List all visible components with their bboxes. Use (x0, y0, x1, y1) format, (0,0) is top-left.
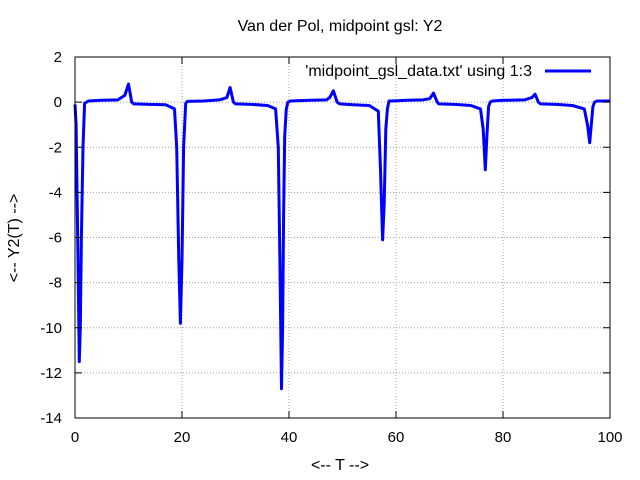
y-axis-label: <-- Y2(T) --> (6, 194, 23, 283)
y-tick-label: -10 (40, 320, 62, 337)
y-tick-label: -2 (49, 139, 62, 156)
y-tick-label: 2 (54, 49, 62, 66)
y-tick-label: -6 (49, 230, 62, 247)
x-tick-label: 60 (388, 429, 405, 446)
x-tick-label: 100 (597, 429, 622, 446)
legend: 'midpoint_gsl_data.txt' using 1:3 (305, 63, 591, 80)
y-tick-label: -12 (40, 365, 62, 382)
x-tick-label: 0 (71, 429, 79, 446)
chart-title: Van der Pol, midpoint gsl: Y2 (238, 18, 443, 35)
x-tick-label: 80 (495, 429, 512, 446)
legend-label: 'midpoint_gsl_data.txt' using 1:3 (305, 63, 532, 80)
y-tick-label: -8 (49, 275, 62, 292)
series-layer (73, 82, 610, 391)
y-tick-label: 0 (54, 94, 62, 111)
x-tick-label: 20 (174, 429, 191, 446)
y-tick-label: -14 (40, 410, 62, 427)
y-tick-label: -4 (49, 184, 62, 201)
grid (75, 57, 610, 418)
x-axis-label: <-- T --> (311, 457, 369, 474)
x-tick-label: 40 (281, 429, 298, 446)
series-line (73, 82, 610, 391)
